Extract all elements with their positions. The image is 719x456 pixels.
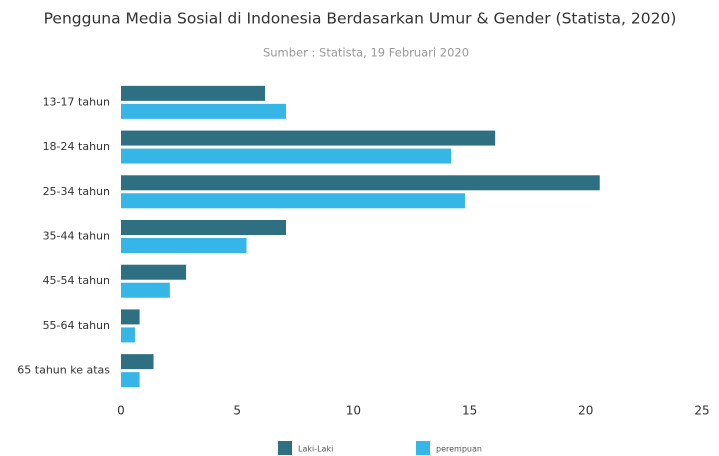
legend-swatch (416, 441, 430, 455)
bar (121, 327, 135, 343)
x-tick-label: 25 (694, 404, 709, 418)
x-tick-label: 20 (578, 404, 593, 418)
legend-swatch (278, 441, 292, 455)
bar (121, 130, 496, 146)
y-tick-label: 35-44 tahun (43, 230, 110, 243)
y-tick-label: 13-17 tahun (43, 95, 110, 108)
bar (121, 148, 452, 164)
bar (121, 193, 465, 209)
bar (121, 220, 287, 235)
bar (121, 282, 170, 298)
bar (121, 175, 600, 191)
bar (121, 354, 154, 370)
x-tick-label: 5 (233, 404, 241, 418)
y-tick-label: 25-34 tahun (43, 185, 110, 198)
y-tick-label: 45-54 tahun (43, 274, 110, 287)
chart-title: Pengguna Media Sosial di Indonesia Berda… (44, 10, 677, 28)
bar (121, 309, 140, 325)
y-tick-label: 18-24 tahun (43, 140, 110, 153)
legend-label: perempuan (436, 445, 482, 454)
bar (121, 85, 266, 101)
x-tick-label: 15 (462, 404, 477, 418)
legend-label: Laki-Laki (298, 445, 333, 454)
x-tick-label: 10 (346, 404, 361, 418)
x-tick-label: 0 (117, 404, 125, 418)
y-tick-label: 55-64 tahun (43, 319, 110, 332)
chart-subtitle: Sumber : Statista, 19 Februari 2020 (263, 46, 469, 60)
y-tick-label: 65 tahun ke atas (17, 364, 110, 377)
bar (121, 238, 247, 253)
bar (121, 264, 187, 280)
bar (121, 372, 140, 388)
bar (121, 103, 287, 119)
